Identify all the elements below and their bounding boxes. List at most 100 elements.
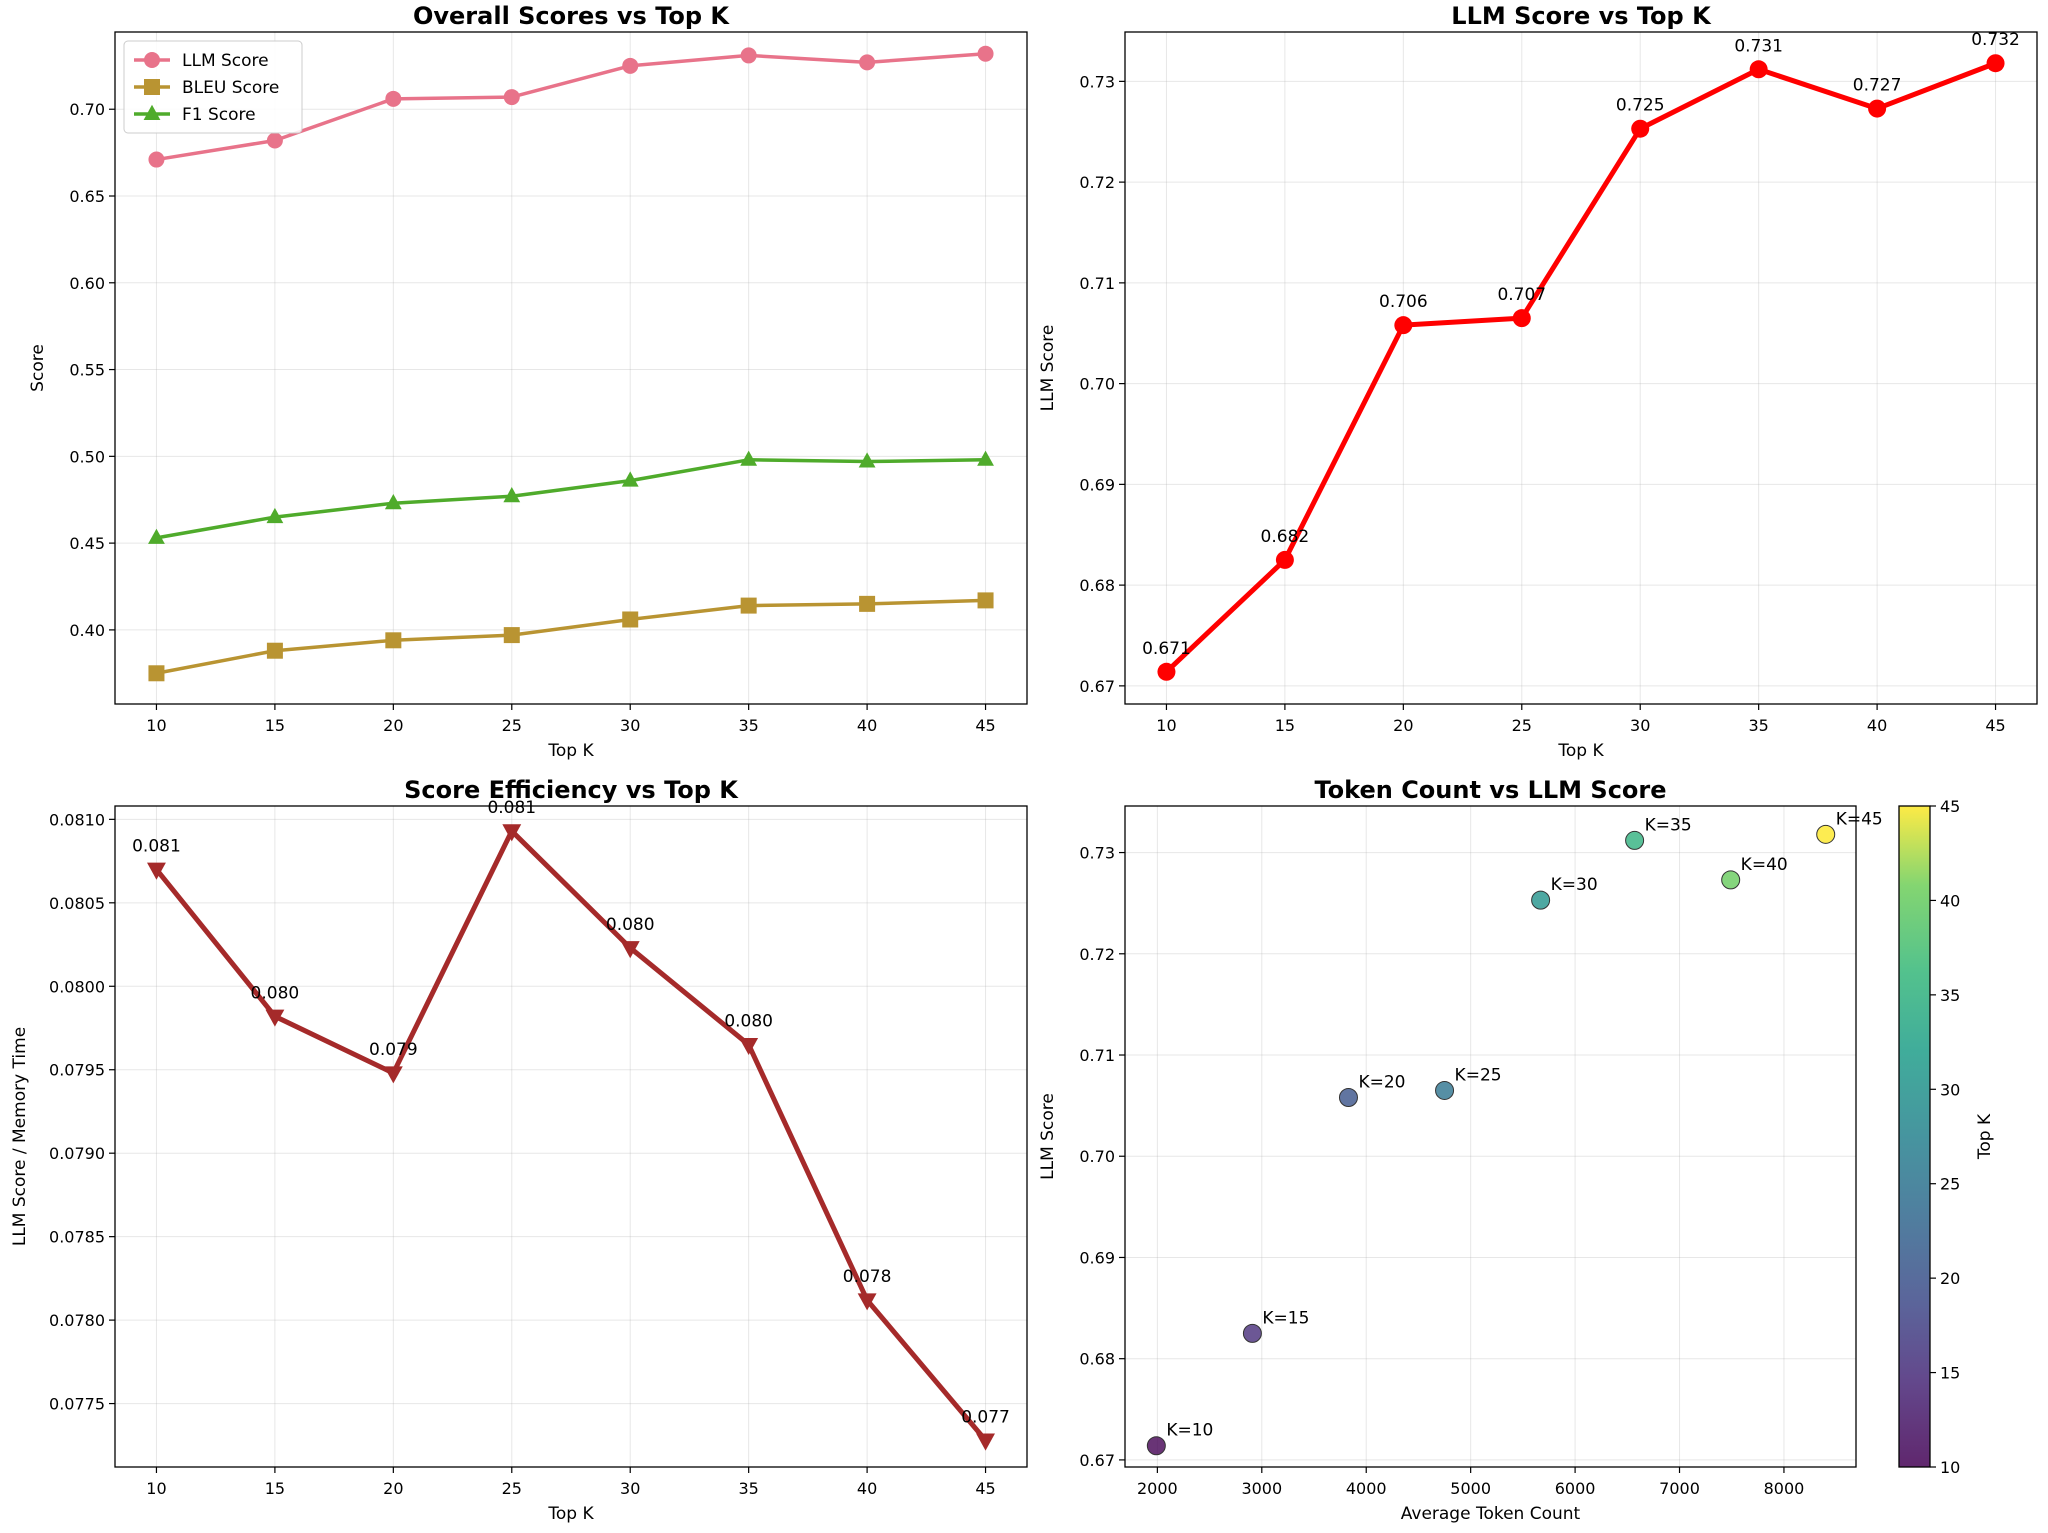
y-tick-label: 0.0785 xyxy=(49,1228,105,1247)
colorbar-tick-label: 15 xyxy=(1940,1364,1960,1383)
x-tick-label: 10 xyxy=(1156,716,1176,735)
data-point xyxy=(503,89,520,106)
data-label: 0.081 xyxy=(132,836,181,856)
y-tick-label: 0.50 xyxy=(69,447,105,466)
data-point xyxy=(385,632,402,649)
data-point xyxy=(977,592,994,609)
series-line xyxy=(1163,60,1999,675)
legend-marker xyxy=(144,52,160,68)
point-label: K=25 xyxy=(1455,1065,1502,1085)
x-tick-label: 20 xyxy=(383,716,403,735)
data-point xyxy=(1986,54,2005,73)
data-point xyxy=(503,627,520,644)
y-tick-label: 0.73 xyxy=(1079,72,1115,91)
y-tick-label: 0.70 xyxy=(69,100,105,119)
chart-title: Overall Scores vs Top K xyxy=(413,2,730,30)
x-tick-label: 45 xyxy=(1985,716,2005,735)
data-point xyxy=(148,528,165,544)
plot-frame xyxy=(1124,805,1857,1468)
y-tick-label: 0.69 xyxy=(1079,1248,1115,1267)
x-tick-label: 25 xyxy=(502,716,522,735)
x-tick-label: 2000 xyxy=(1137,1479,1178,1498)
point-label: K=30 xyxy=(1551,875,1598,895)
y-tick-label: 0.71 xyxy=(1079,274,1115,293)
x-tick-label: 40 xyxy=(1867,716,1887,735)
data-point xyxy=(148,665,165,682)
data-point xyxy=(1275,550,1294,569)
colorbar-tick-label: 45 xyxy=(1940,797,1960,816)
data-label: 0.671 xyxy=(1142,639,1191,659)
legend-label: BLEU Score xyxy=(182,78,279,98)
plot-frame xyxy=(1124,31,2038,705)
y-tick-label: 0.67 xyxy=(1079,677,1115,696)
data-point xyxy=(620,941,640,959)
data-label: 0.731 xyxy=(1734,36,1783,56)
legend-marker xyxy=(143,104,161,120)
data-label: 0.725 xyxy=(1616,96,1665,116)
data-point xyxy=(740,450,758,466)
x-tick-label: 15 xyxy=(265,716,285,735)
y-axis-label: LLM Score xyxy=(1038,325,1058,412)
y-tick-label: 0.0790 xyxy=(49,1144,105,1163)
scatter-point xyxy=(1721,870,1741,890)
y-tick-label: 0.0775 xyxy=(49,1395,105,1414)
x-axis-label: Average Token Count xyxy=(1401,1504,1581,1524)
y-tick-label: 0.0805 xyxy=(49,894,105,913)
data-point xyxy=(385,90,402,107)
series-line xyxy=(154,51,988,162)
point-label: K=15 xyxy=(1262,1308,1309,1328)
x-tick-label: 20 xyxy=(1393,716,1413,735)
plot-frame xyxy=(114,805,1028,1468)
x-tick-label: 15 xyxy=(1275,716,1295,735)
data-label: 0.732 xyxy=(1971,30,2020,50)
scatter-point xyxy=(1531,890,1551,910)
x-tick-label: 45 xyxy=(975,1479,995,1498)
data-point xyxy=(858,452,876,468)
x-tick-label: 30 xyxy=(620,1479,640,1498)
data-point xyxy=(1512,309,1531,328)
data-point xyxy=(265,1009,285,1027)
y-tick-label: 0.70 xyxy=(1079,1147,1115,1166)
chart-title: LLM Score vs Top K xyxy=(1451,2,1712,30)
colorbar-tick-label: 35 xyxy=(1940,986,1960,1005)
y-tick-label: 0.72 xyxy=(1079,173,1115,192)
data-point xyxy=(147,862,166,880)
colorbar-frame xyxy=(1898,805,1931,1468)
data-label: 0.080 xyxy=(724,1012,773,1032)
y-tick-label: 0.67 xyxy=(1079,1451,1115,1470)
y-tick-label: 0.72 xyxy=(1079,945,1115,964)
y-tick-label: 0.40 xyxy=(69,621,105,640)
colorbar-tick-label: 10 xyxy=(1940,1458,1960,1477)
x-tick-label: 15 xyxy=(265,1479,285,1498)
data-point xyxy=(1749,60,1768,79)
series-line xyxy=(154,598,988,676)
point-label: K=40 xyxy=(1741,855,1788,875)
chart-title: Score Efficiency vs Top K xyxy=(404,776,739,804)
y-tick-label: 0.68 xyxy=(1079,576,1115,595)
scatter-point xyxy=(1435,1080,1455,1100)
data-point xyxy=(1394,316,1413,335)
x-axis-label: Top K xyxy=(547,1504,594,1524)
point-label: K=35 xyxy=(1645,815,1692,835)
x-tick-label: 40 xyxy=(857,1479,877,1498)
x-tick-label: 25 xyxy=(502,1479,522,1498)
colorbar-label: Top K xyxy=(1975,1113,1995,1160)
y-tick-label: 0.69 xyxy=(1079,475,1115,494)
scatter-point xyxy=(1146,1436,1166,1456)
x-tick-label: 35 xyxy=(738,1479,758,1498)
y-tick-label: 0.73 xyxy=(1079,844,1115,863)
x-axis-label: Top K xyxy=(1557,741,1604,761)
legend-box xyxy=(123,40,303,134)
series-line xyxy=(153,828,989,1443)
y-tick-label: 0.0800 xyxy=(49,977,105,996)
scatter-point xyxy=(1625,830,1645,850)
data-label: 0.706 xyxy=(1379,292,1428,312)
colorbar-tick-label: 25 xyxy=(1940,1175,1960,1194)
x-tick-label: 10 xyxy=(146,1479,166,1498)
data-point xyxy=(503,487,521,503)
y-tick-label: 0.65 xyxy=(69,187,105,206)
x-tick-label: 35 xyxy=(1748,716,1768,735)
y-tick-label: 0.60 xyxy=(69,274,105,293)
data-point xyxy=(739,1037,759,1056)
